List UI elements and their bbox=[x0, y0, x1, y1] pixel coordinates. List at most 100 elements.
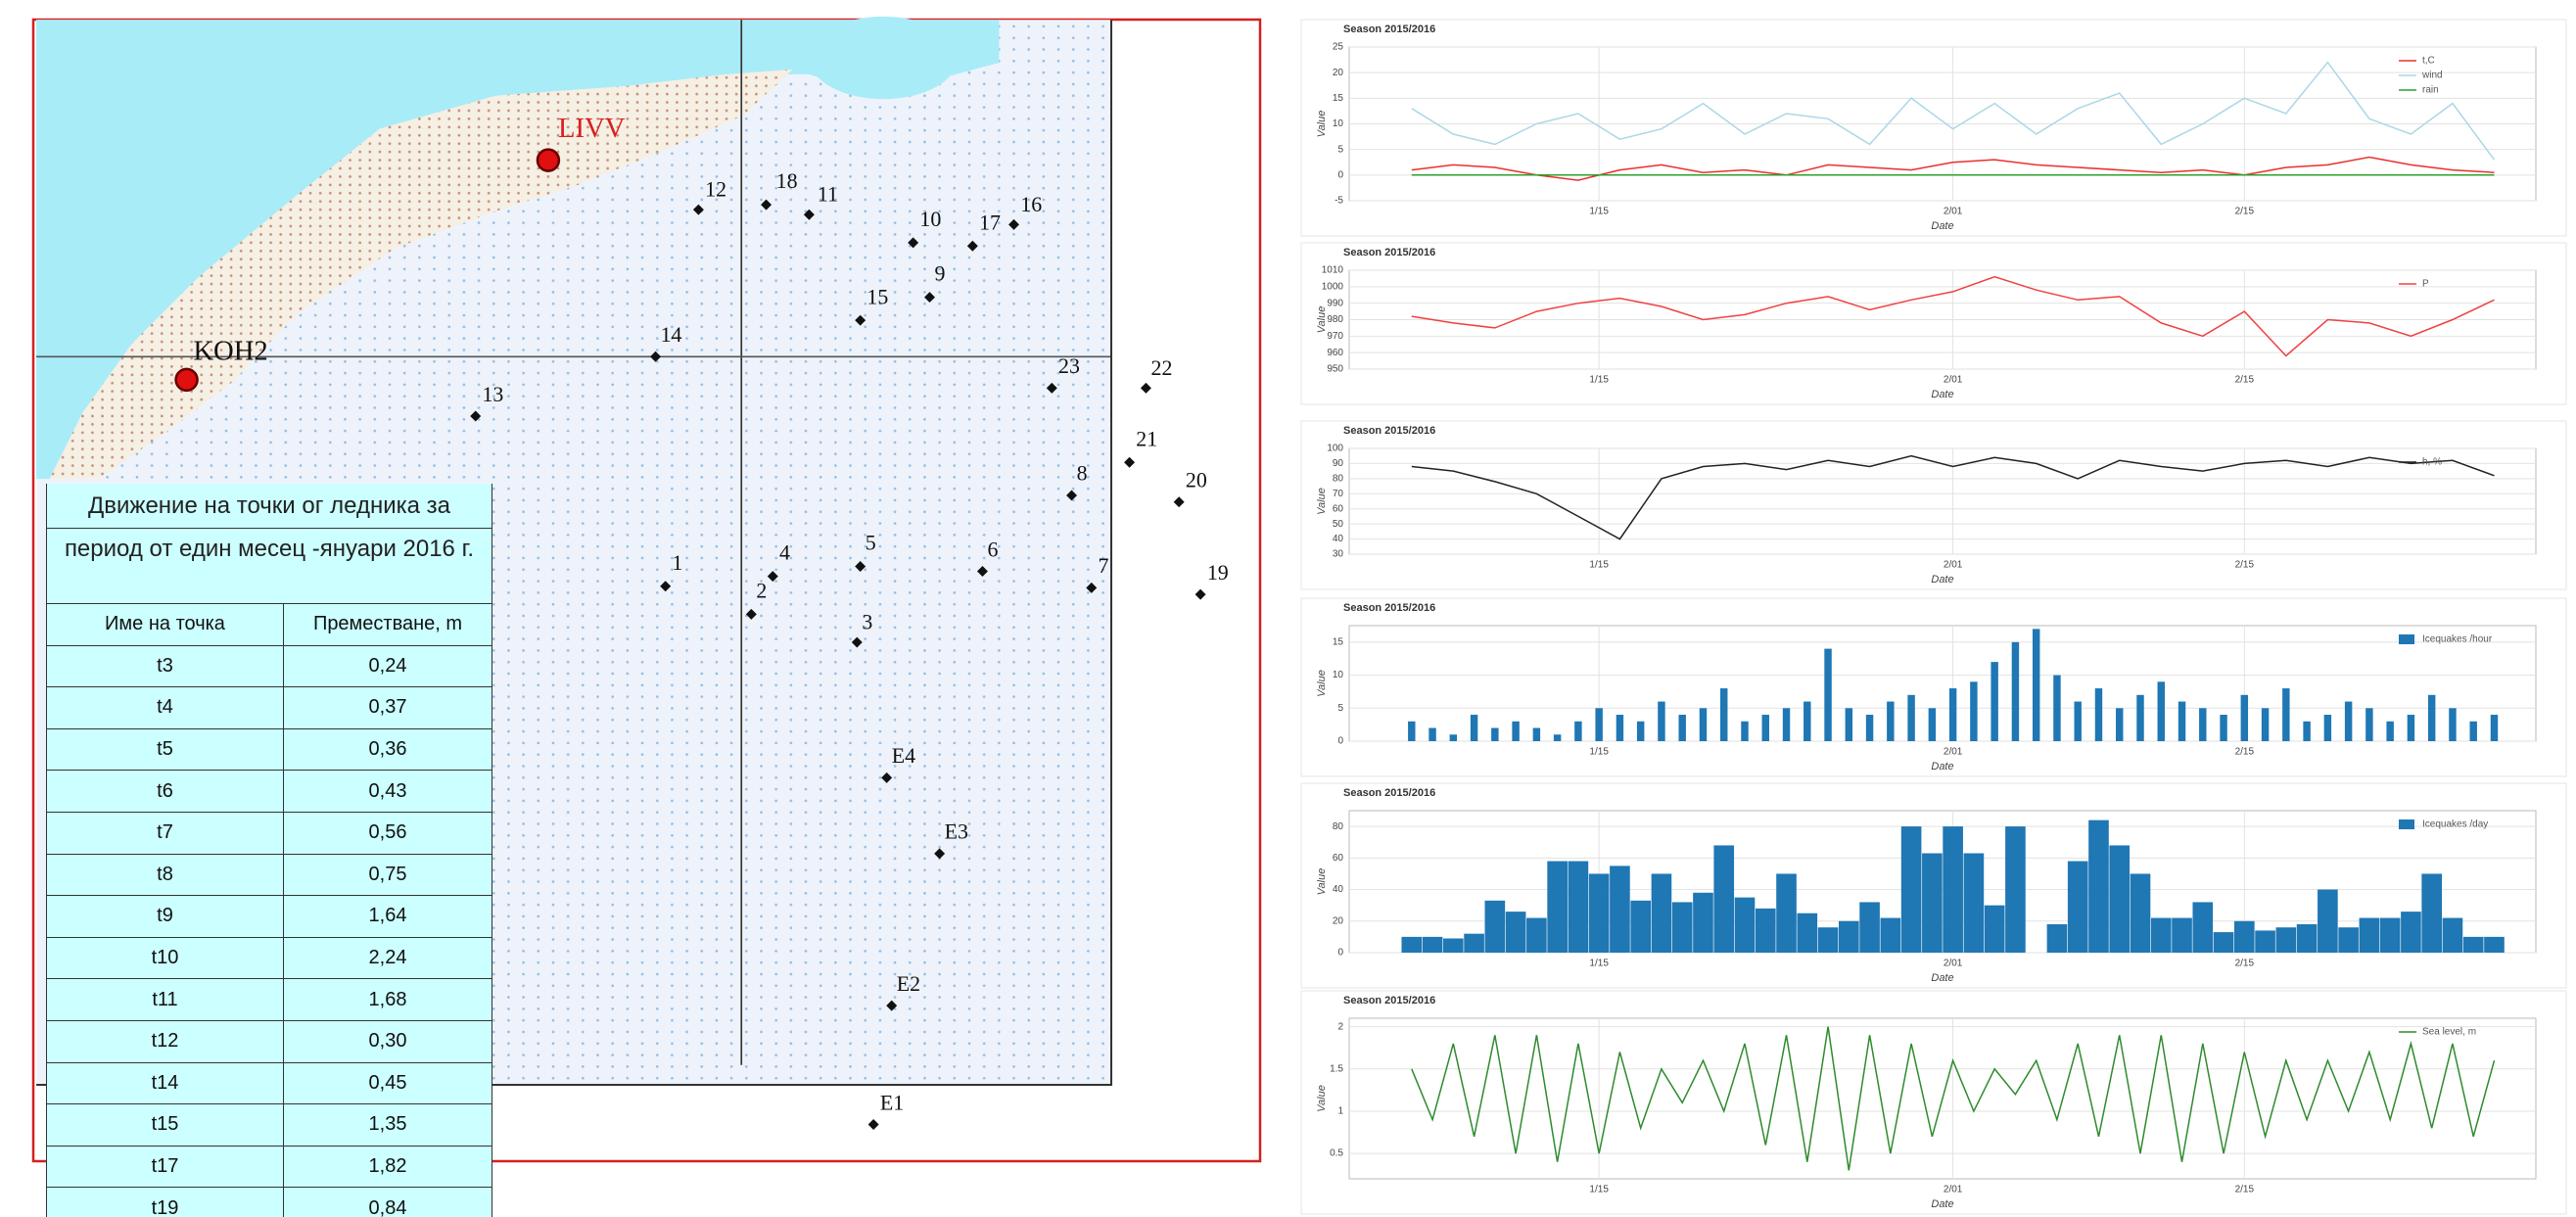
bar bbox=[2213, 932, 2234, 953]
bar bbox=[2407, 715, 2415, 741]
table-cell: t5 bbox=[47, 728, 284, 771]
bar bbox=[1651, 873, 1672, 953]
y-tick-label: 60 bbox=[1333, 853, 1344, 864]
point-marker bbox=[976, 566, 988, 578]
point-marker bbox=[745, 608, 757, 620]
point-label: 17 bbox=[979, 210, 1001, 234]
bar bbox=[2338, 927, 2359, 953]
bar bbox=[2234, 920, 2255, 953]
point-label: 5 bbox=[866, 531, 876, 555]
y-tick-label: 1010 bbox=[1322, 265, 1344, 276]
bar bbox=[1824, 648, 1832, 741]
y-tick-label: 40 bbox=[1333, 534, 1344, 544]
y-tick-label: 15 bbox=[1333, 636, 1344, 647]
y-tick-label: 950 bbox=[1327, 364, 1343, 375]
point-label: 9 bbox=[935, 261, 946, 286]
y-tick-label: 80 bbox=[1333, 821, 1344, 832]
bar bbox=[2296, 924, 2318, 953]
table-row: t6 0,43 bbox=[47, 771, 492, 813]
bar bbox=[2172, 917, 2192, 953]
x-tick-label: 2/15 bbox=[2235, 207, 2255, 217]
point-marker bbox=[803, 209, 815, 220]
table-row: t9 1,64 bbox=[47, 896, 492, 938]
bar bbox=[1512, 721, 1520, 741]
table-row: t12 0,30 bbox=[47, 1020, 492, 1063]
x-tick-label: 2/15 bbox=[2235, 560, 2255, 571]
point-marker bbox=[470, 410, 482, 422]
bar bbox=[1678, 715, 1686, 741]
point-marker bbox=[881, 772, 893, 783]
x-tick-label: 1/15 bbox=[1589, 207, 1609, 217]
table-title: Движение на точки ог ледника за bbox=[47, 484, 492, 529]
y-tick-label: 5 bbox=[1337, 144, 1343, 155]
point-marker bbox=[767, 571, 778, 583]
bar bbox=[2449, 708, 2457, 741]
point-label: 1 bbox=[672, 550, 682, 575]
point-label: 7 bbox=[1099, 553, 1109, 578]
point-label: 19 bbox=[1207, 560, 1229, 585]
bar bbox=[2255, 930, 2275, 953]
table-row: t17 1,82 bbox=[47, 1146, 492, 1189]
y-axis-label: Value bbox=[1316, 306, 1328, 334]
bar bbox=[1532, 727, 1541, 741]
point-label: 11 bbox=[818, 182, 838, 207]
point-marker bbox=[1124, 456, 1136, 468]
table-cell: 0,36 bbox=[368, 738, 407, 761]
header-cell: Име на точка bbox=[47, 604, 284, 645]
table-cell: 0,75 bbox=[368, 863, 407, 885]
bar bbox=[1963, 853, 1985, 953]
land-texture bbox=[49, 69, 793, 480]
x-axis-label: Date bbox=[1931, 1198, 1953, 1210]
x-tick-label: 2/01 bbox=[1944, 959, 1963, 969]
bar bbox=[2484, 936, 2505, 953]
y-tick-label: 50 bbox=[1333, 519, 1344, 530]
point-label: 13 bbox=[482, 382, 503, 406]
table-title: период от един месец -януари 2016 г. bbox=[47, 529, 492, 604]
chart: Season 2015/2016 950 960 970 980 990 1000 1010 1… bbox=[1300, 242, 2567, 405]
chart-title: Season 2015/2016 bbox=[1343, 787, 1435, 799]
point-label: 22 bbox=[1150, 355, 1172, 380]
point-marker bbox=[934, 848, 946, 860]
bar bbox=[2011, 641, 2020, 741]
y-tick-label: 90 bbox=[1333, 458, 1344, 469]
table-cell: t15 bbox=[47, 1104, 284, 1146]
bar bbox=[2282, 688, 2290, 741]
bar bbox=[1422, 936, 1443, 953]
legend-label: wind bbox=[2421, 70, 2443, 81]
y-tick-label: 15 bbox=[1333, 93, 1344, 104]
bar bbox=[2046, 924, 2068, 953]
bar bbox=[2386, 721, 2394, 741]
y-tick-label: 70 bbox=[1333, 489, 1344, 499]
x-tick-label: 2/01 bbox=[1944, 207, 1963, 217]
x-axis-label: Date bbox=[1931, 972, 1953, 984]
bar bbox=[1429, 727, 1436, 741]
x-tick-label: 1/15 bbox=[1589, 959, 1609, 969]
bar bbox=[1845, 708, 1853, 741]
bar bbox=[2150, 917, 2172, 953]
table-cell: t17 bbox=[47, 1146, 284, 1188]
x-axis-label: Date bbox=[1931, 389, 1953, 400]
legend-label: Sea level, m bbox=[2422, 1027, 2476, 1038]
bar bbox=[1636, 721, 1645, 741]
point-label: 18 bbox=[776, 168, 798, 193]
table-cell: 0,45 bbox=[368, 1071, 407, 1094]
bar bbox=[1491, 727, 1499, 741]
y-tick-label: 1000 bbox=[1322, 281, 1344, 292]
table-cell: 1,82 bbox=[368, 1155, 407, 1178]
bar bbox=[1408, 721, 1416, 741]
table-cell: 1,68 bbox=[368, 988, 407, 1010]
table-row: t4 0,37 bbox=[47, 687, 492, 729]
y-tick-label: 990 bbox=[1327, 298, 1343, 308]
bar bbox=[2318, 889, 2338, 953]
chart: Season 2015/2016 -5 0 5 10 15 20 25 1/15 2/01 2/15… bbox=[1300, 19, 2567, 237]
header-cell: Преместване, m bbox=[312, 613, 463, 635]
line bbox=[1411, 275, 2495, 357]
point-marker bbox=[966, 240, 978, 252]
bar bbox=[1803, 701, 1811, 741]
bar bbox=[1553, 734, 1562, 741]
table-row: t3 0,24 bbox=[47, 645, 492, 688]
point-label: 2 bbox=[756, 578, 767, 602]
legend-label: P bbox=[2422, 279, 2429, 290]
bar bbox=[2109, 845, 2131, 953]
y-axis-label: Value bbox=[1316, 488, 1328, 515]
